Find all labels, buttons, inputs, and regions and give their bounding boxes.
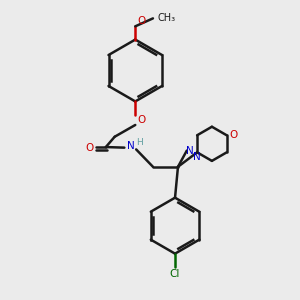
Text: N: N — [193, 152, 201, 162]
Text: H: H — [136, 138, 142, 147]
Text: O: O — [85, 143, 94, 153]
Text: CH₃: CH₃ — [157, 14, 175, 23]
Text: Cl: Cl — [170, 269, 180, 279]
Text: N: N — [186, 146, 194, 156]
Text: O: O — [229, 130, 237, 140]
Text: O: O — [137, 16, 145, 26]
Text: N: N — [127, 142, 135, 152]
Text: O: O — [137, 115, 145, 125]
